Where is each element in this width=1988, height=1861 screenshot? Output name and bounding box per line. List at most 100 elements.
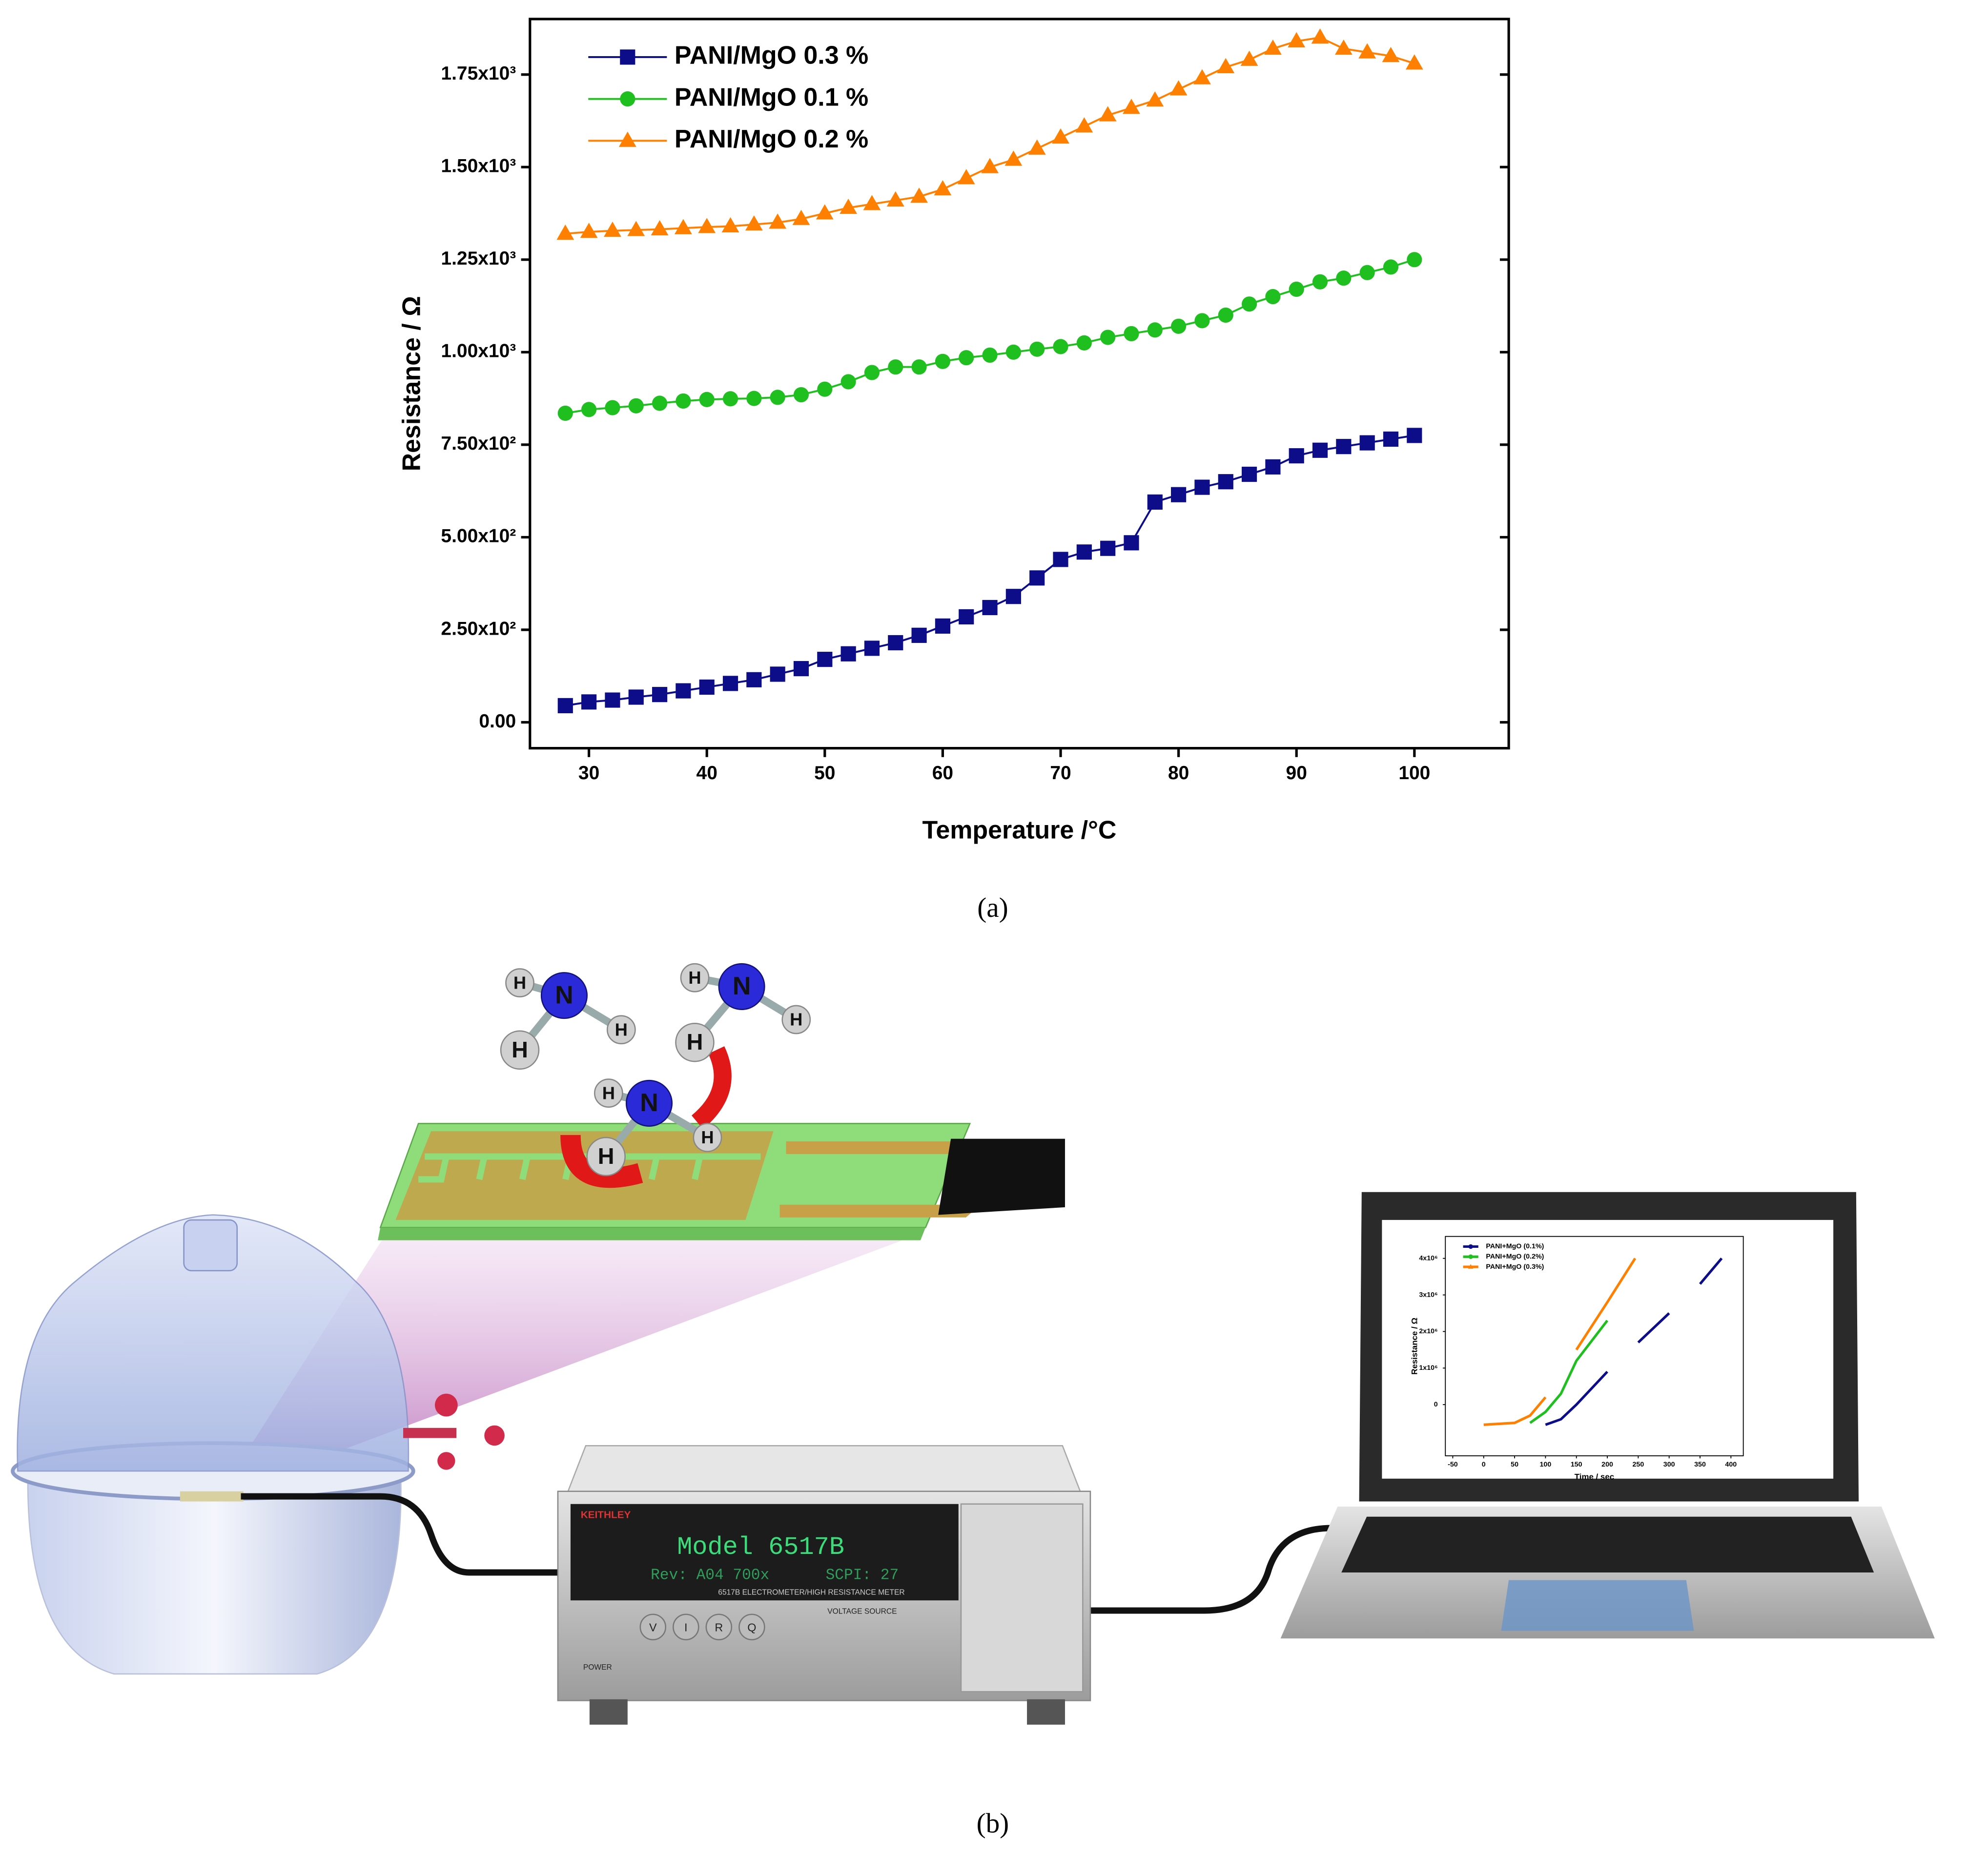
atom xyxy=(693,1123,722,1152)
atom xyxy=(540,972,588,1019)
y-axis-title: Resistance / Ω xyxy=(1410,1318,1419,1375)
marker xyxy=(556,225,574,240)
marker xyxy=(817,652,833,667)
atom-label: N xyxy=(733,972,751,1000)
x-tick-label: 300 xyxy=(1663,1461,1675,1468)
x-tick-label: 400 xyxy=(1725,1461,1737,1468)
y-tick-label: 5.00x10² xyxy=(441,526,516,547)
marker xyxy=(1289,281,1304,297)
marker xyxy=(1334,39,1353,55)
inset-chart: 0 1x10⁶ 2x10⁶ 3x10⁶ 4x10⁶ -50 0 50 100 150 200 250 3… xyxy=(1410,1236,1744,1482)
marker xyxy=(793,387,809,403)
y-tick-label: 1.50x10³ xyxy=(441,156,516,177)
legend-label: PANI/MgO 0.2 % xyxy=(675,125,868,153)
marker xyxy=(1171,487,1187,502)
marker xyxy=(957,169,975,185)
x-tick-label: 70 xyxy=(1050,763,1071,784)
marker xyxy=(699,392,715,407)
atom-label: N xyxy=(555,981,574,1009)
atom xyxy=(594,1078,623,1108)
marker xyxy=(580,223,598,238)
marker xyxy=(792,209,810,225)
marker xyxy=(605,692,620,708)
marker xyxy=(652,687,668,703)
atom xyxy=(781,1005,811,1034)
marker xyxy=(1240,50,1258,66)
legend-label: PANI/MgO 0.3 % xyxy=(675,41,868,70)
y-tick-label: 2.50x10² xyxy=(441,618,516,639)
meter-button-label: R xyxy=(715,1621,723,1634)
marker xyxy=(1053,552,1068,567)
y-tick-label: 2x10⁶ xyxy=(1419,1327,1437,1335)
y-tick-label: 1x10⁶ xyxy=(1419,1364,1437,1372)
marker xyxy=(1146,91,1164,107)
cable xyxy=(1084,1525,1370,1614)
y-tick-label: 1.00x10³ xyxy=(441,341,516,362)
meter-button xyxy=(673,1613,699,1640)
series-line xyxy=(1545,1257,1723,1426)
marker xyxy=(746,672,762,687)
meter-voltage-source: VOLTAGE SOURCE xyxy=(827,1608,897,1616)
marker xyxy=(627,221,645,236)
marker xyxy=(863,195,881,210)
marker xyxy=(1218,474,1233,490)
meter-button-label: I xyxy=(684,1621,688,1634)
marker xyxy=(1052,128,1069,144)
marker xyxy=(1311,28,1329,44)
marker xyxy=(1028,139,1046,155)
marker xyxy=(935,618,950,634)
plot-frame xyxy=(1445,1236,1744,1456)
marker xyxy=(935,353,950,369)
marker xyxy=(1005,589,1021,604)
marker xyxy=(1194,313,1210,329)
marker xyxy=(1382,47,1400,62)
marker xyxy=(1193,69,1211,84)
marker xyxy=(557,698,573,713)
marker xyxy=(1359,435,1375,451)
meter-button xyxy=(705,1613,733,1640)
legend-label: PANI+MgO (0.1%) xyxy=(1486,1242,1544,1250)
laptop xyxy=(1280,1192,1935,1639)
marker xyxy=(1336,270,1352,286)
marker xyxy=(1265,459,1281,475)
x-tick-label: 60 xyxy=(932,763,953,784)
atom xyxy=(505,968,534,998)
marker xyxy=(840,374,856,390)
caption-b: (b) xyxy=(977,1808,1009,1839)
y-tick-label: 1.25x10³ xyxy=(441,248,516,269)
atom-label: H xyxy=(602,1083,615,1103)
legend-label: PANI/MgO 0.1 % xyxy=(675,83,868,111)
marker xyxy=(888,635,903,651)
y-tick-label: 0.00 xyxy=(479,711,516,732)
marker xyxy=(1241,466,1257,482)
marker xyxy=(1004,150,1023,166)
desiccator xyxy=(11,1214,505,1675)
x-tick-label: 200 xyxy=(1601,1461,1613,1468)
marker xyxy=(911,627,927,643)
marker xyxy=(959,609,974,625)
legend-label: PANI+MgO (0.2%) xyxy=(1486,1253,1544,1261)
x-tick-label: 90 xyxy=(1286,763,1307,784)
marker xyxy=(1029,570,1045,586)
marker xyxy=(1124,326,1139,342)
marker xyxy=(1405,54,1423,70)
y-tick-label: 3x10⁶ xyxy=(1419,1291,1437,1299)
meter-power: POWER xyxy=(583,1663,612,1672)
atom xyxy=(586,1137,626,1177)
atom-label: H xyxy=(687,1029,703,1055)
marker xyxy=(722,391,738,407)
atom xyxy=(625,1079,673,1127)
series-line xyxy=(565,434,1415,707)
marker xyxy=(888,359,903,375)
marker xyxy=(793,661,809,677)
marker xyxy=(1289,448,1304,464)
legend-marker xyxy=(620,91,635,107)
atom-label: H xyxy=(701,1127,714,1147)
marker xyxy=(1241,296,1257,312)
marker xyxy=(982,600,998,616)
marker xyxy=(1029,341,1045,357)
marker xyxy=(910,187,928,203)
meter-button xyxy=(738,1613,765,1640)
